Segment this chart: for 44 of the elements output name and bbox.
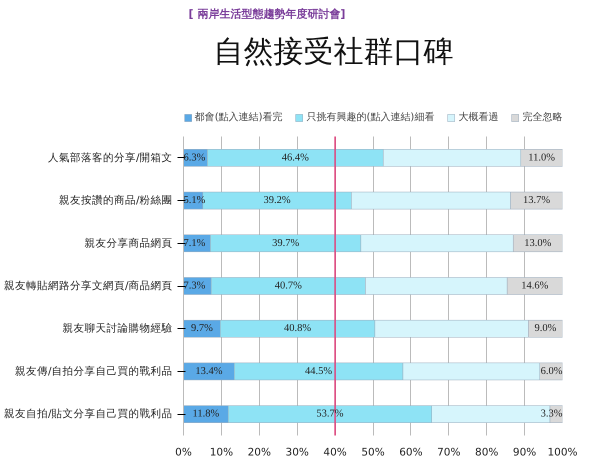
x-tick-label: 70% (437, 446, 460, 458)
data-label: 6.3% (184, 152, 206, 164)
x-tick-label: 90% (512, 446, 536, 458)
x-tick-label: 50% (361, 446, 385, 458)
data-label: 39.2% (264, 195, 291, 206)
data-label: 5.1% (184, 195, 206, 206)
data-label: 46.4% (282, 152, 310, 164)
y-tick-label: 親友轉貼網路分享文網頁/商品網頁 (4, 279, 173, 292)
legend-label: 都會(點入連結)看完 (194, 110, 282, 124)
chart-title: 自然接受社群口碑 (214, 36, 454, 68)
y-tick-label: 親友聊天討論購物經驗 (62, 322, 172, 335)
data-label: 3.3% (540, 408, 563, 420)
y-tick-label: 親友傳/自拍分享自己買的戰利品 (14, 364, 173, 378)
data-label: 11.8% (192, 408, 220, 420)
data-label: 7.3% (184, 280, 206, 292)
y-tick-label: 人氣部落客的分享/開箱文 (48, 150, 173, 164)
x-tick-label: 20% (248, 446, 271, 458)
data-label: 14.6% (521, 280, 549, 292)
data-label: 40.8% (284, 323, 312, 334)
data-label: 40.7% (274, 280, 302, 292)
data-label: 13.0% (524, 238, 552, 249)
data-label: 13.4% (195, 366, 223, 377)
chart-subtitle: [ 兩岸生活型態趨勢年度研討會] (188, 8, 346, 20)
x-tick-label: 0% (175, 446, 192, 458)
x-tick-label: 100% (547, 446, 578, 458)
y-tick-label: 親友自拍/貼文分享自己買的戰利品 (4, 407, 173, 420)
legend-label: 完全忽略 (522, 110, 562, 124)
y-tick-label: 親友分享商品網頁 (84, 236, 172, 250)
data-label: 6.0% (540, 366, 563, 377)
x-tick-label: 10% (210, 446, 234, 458)
data-label: 39.7% (272, 238, 300, 249)
data-label: 44.5% (305, 366, 332, 377)
data-label: 13.7% (522, 195, 550, 206)
data-label: 7.1% (184, 238, 206, 249)
data-label: 9.7% (190, 323, 214, 334)
legend-label: 大概看過 (458, 110, 498, 124)
x-tick-label: 60% (399, 446, 423, 458)
y-tick-label: 親友按讚的商品/粉絲團 (58, 194, 173, 207)
x-tick-label: 30% (286, 446, 309, 458)
data-label: 9.0% (534, 323, 557, 334)
x-tick-label: 40% (323, 446, 347, 458)
data-label: 11.0% (528, 152, 556, 164)
legend-label: 只挑有興趣的(點入連結)細看 (306, 110, 434, 124)
x-tick-label: 80% (475, 446, 498, 458)
